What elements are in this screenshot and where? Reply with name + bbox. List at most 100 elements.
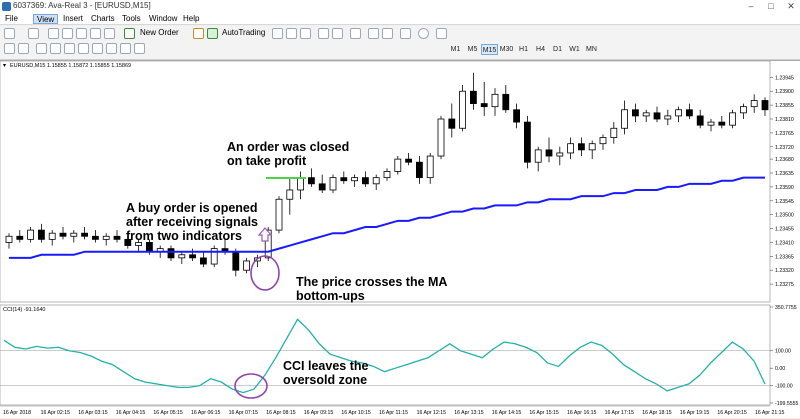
data-window-icon[interactable]: [62, 28, 73, 39]
candle-body: [718, 121, 726, 126]
strategy-tester-icon[interactable]: [104, 28, 115, 39]
candle-body: [297, 177, 305, 191]
menu-file[interactable]: File: [5, 14, 18, 23]
navigator-icon[interactable]: [76, 28, 87, 39]
auto-scroll-icon[interactable]: [368, 28, 379, 39]
time-label: 16 Apr 05:15: [153, 410, 183, 416]
cci-oversold-highlight: [234, 373, 268, 399]
autotrading-icon[interactable]: [207, 28, 218, 39]
chart-shift-icon[interactable]: [382, 28, 393, 39]
text-icon[interactable]: [106, 43, 117, 54]
time-label: 16 Apr 11:15: [379, 410, 408, 416]
menu-charts[interactable]: Charts: [91, 14, 115, 23]
candle-body: [113, 235, 121, 240]
bar-chart-icon[interactable]: [272, 28, 283, 39]
candle-body: [178, 254, 186, 259]
time-label: 16 Apr 02:15: [41, 410, 71, 416]
candle-body: [621, 109, 628, 129]
timeframe-m5[interactable]: M5: [467, 46, 478, 53]
timeframe-m1[interactable]: M1: [450, 46, 461, 53]
vertical-line-icon[interactable]: [36, 43, 47, 54]
zoom-out-icon[interactable]: [332, 28, 343, 39]
timeframe-d1[interactable]: D1: [553, 46, 562, 53]
time-label: 16 Apr 16:15: [567, 410, 597, 416]
annotation-order-closed: An order was closed on take profit: [227, 140, 349, 168]
time-label: 16 Apr 09:15: [304, 410, 334, 416]
arrows-icon[interactable]: [134, 43, 145, 54]
channel-icon[interactable]: [78, 43, 89, 54]
chart-window[interactable]: ▾ EURUSD,M15 1.15855 1.15872 1.15855 1.15…: [0, 60, 800, 418]
timeframe-w1[interactable]: W1: [569, 46, 580, 53]
price-label: 1.23590: [775, 185, 794, 191]
time-label: 16 Apr 03:15: [78, 410, 108, 416]
menu-help[interactable]: Help: [183, 14, 200, 23]
autotrading-button[interactable]: AutoTrading: [222, 28, 266, 37]
maximize-icon[interactable]: □: [768, 1, 774, 11]
candle-body: [632, 109, 639, 117]
market-watch-icon[interactable]: [48, 28, 59, 39]
candle-body: [307, 177, 315, 185]
cursor-icon[interactable]: [4, 43, 15, 54]
price-label: 1.23900: [775, 89, 794, 95]
trendline-icon[interactable]: [64, 43, 75, 54]
candle-body: [696, 115, 704, 126]
candle-body: [556, 152, 564, 157]
time-label: 16 Apr 15:15: [529, 410, 559, 416]
timeframe-h4[interactable]: H4: [536, 46, 545, 53]
time-label: 16 Apr 2018: [3, 410, 31, 416]
price-label: 1.23275: [775, 282, 794, 288]
candle-body: [761, 100, 769, 111]
candle-body: [740, 106, 747, 114]
candle-body: [145, 242, 153, 253]
terminal-icon[interactable]: [90, 28, 101, 39]
main-pane-frame: [0, 61, 771, 303]
text-label-icon[interactable]: [120, 43, 131, 54]
candle-body: [59, 232, 67, 237]
tile-windows-icon[interactable]: [350, 28, 361, 39]
indicators-icon[interactable]: [400, 28, 411, 39]
templates-icon[interactable]: [436, 28, 447, 39]
candle-body: [750, 100, 758, 108]
timeframe-h1[interactable]: H1: [519, 46, 528, 53]
annotation-line: from two indicators: [126, 229, 242, 243]
timeframe-m30[interactable]: M30: [499, 46, 514, 53]
new-order-icon[interactable]: [124, 28, 135, 39]
candle-body: [38, 229, 45, 240]
ma-cross-highlight: [250, 255, 280, 291]
menu-view[interactable]: View: [33, 14, 59, 24]
line-chart-icon[interactable]: [300, 28, 311, 39]
metaeditor-icon[interactable]: [193, 28, 204, 39]
menu-insert[interactable]: Insert: [63, 14, 84, 23]
time-label: 16 Apr 17:15: [605, 410, 635, 416]
candle-body: [415, 161, 423, 179]
menu-bar: File View Insert Charts Tools Window Help: [0, 13, 800, 25]
candlestick-icon[interactable]: [286, 28, 297, 39]
time-label: 16 Apr 04:15: [116, 410, 146, 416]
time-label: 16 Apr 18:15: [642, 410, 672, 416]
annotation-line: The price crosses the MA: [296, 275, 448, 289]
timeframe-m15[interactable]: M15: [481, 44, 498, 55]
menu-tools[interactable]: Tools: [122, 14, 141, 23]
periods-icon[interactable]: [418, 28, 429, 39]
timeframe-mn[interactable]: MN: [586, 46, 597, 53]
new-order-button[interactable]: New Order: [140, 28, 179, 37]
candle-body: [459, 90, 467, 129]
menu-window[interactable]: Window: [149, 14, 178, 23]
price-label: 1.23365: [775, 254, 794, 260]
fibonacci-icon[interactable]: [92, 43, 103, 54]
ma-line: [9, 176, 765, 259]
candle-body: [264, 229, 272, 259]
crosshair-icon[interactable]: [18, 43, 29, 54]
time-label: 16 Apr 13:15: [454, 410, 484, 416]
zoom-in-icon[interactable]: [318, 28, 329, 39]
candle-body: [729, 112, 736, 126]
minimize-icon[interactable]: –: [748, 1, 754, 11]
candle-body: [567, 143, 574, 154]
close-icon[interactable]: ✕: [787, 1, 795, 11]
new-chart-icon[interactable]: [4, 28, 15, 39]
profiles-icon[interactable]: [28, 28, 39, 39]
cci-pane-frame: [0, 304, 771, 406]
horizontal-line-icon[interactable]: [50, 43, 61, 54]
annotation-line: A buy order is opened: [126, 201, 258, 215]
cci-label: 100.00: [775, 349, 791, 355]
